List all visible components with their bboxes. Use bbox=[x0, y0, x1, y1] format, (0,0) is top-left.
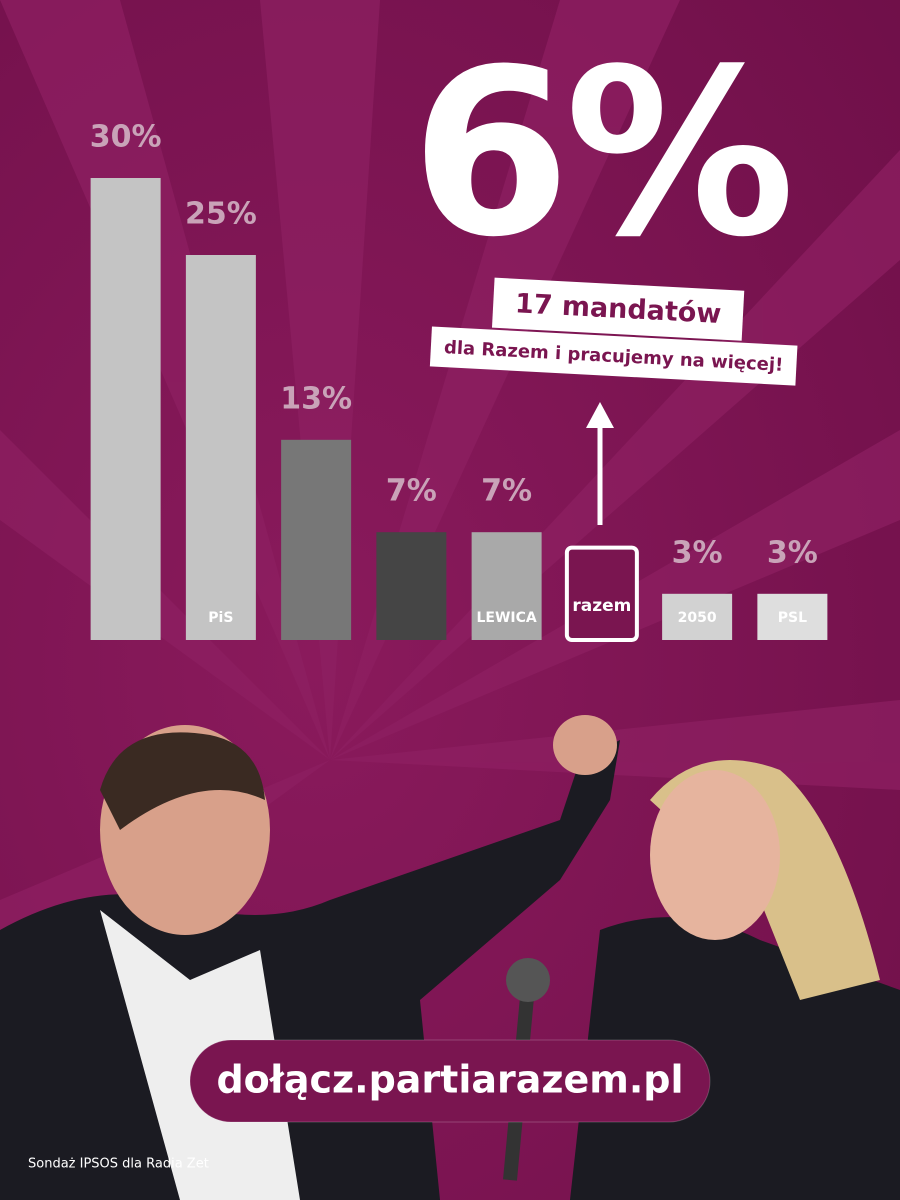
value-label: 7% bbox=[481, 474, 532, 509]
bar bbox=[376, 532, 447, 640]
annotation: 17 mandatów dla Razem i pracujemy na wię… bbox=[429, 277, 798, 386]
bar bbox=[185, 255, 256, 640]
bar bbox=[281, 439, 352, 640]
value-label: 3% bbox=[672, 535, 723, 570]
value-label: 25% bbox=[185, 197, 257, 232]
headline-value: 6% bbox=[411, 21, 789, 288]
category-label: razem bbox=[572, 596, 631, 616]
value-label: 13% bbox=[280, 381, 352, 416]
bar bbox=[90, 178, 161, 640]
bar bbox=[564, 545, 639, 642]
link-pill[interactable] bbox=[189, 1039, 711, 1123]
bar bbox=[662, 593, 733, 640]
bar bbox=[471, 532, 542, 640]
link[interactable]: dołącz.partiarazem.pl bbox=[216, 1058, 683, 1102]
annotation-box bbox=[429, 326, 798, 386]
category-label: LEWICA bbox=[477, 610, 537, 626]
category-label: PSL bbox=[778, 610, 807, 626]
category-label: 2050 bbox=[678, 610, 717, 626]
source: Sondaż IPSOS dla Radia Zet bbox=[28, 1157, 209, 1172]
value-label: 7% bbox=[386, 474, 437, 509]
value-label: 30% bbox=[90, 120, 162, 155]
bar-chart: 30% 25% PiS 13% 7% 7% LEWICA razem 3% 2050 3% PSL bbox=[90, 120, 828, 642]
annotation-box bbox=[491, 277, 745, 341]
category-label: PiS bbox=[208, 610, 233, 626]
bar bbox=[757, 593, 828, 640]
value-label: 3% bbox=[767, 535, 818, 570]
arrow bbox=[586, 402, 614, 525]
